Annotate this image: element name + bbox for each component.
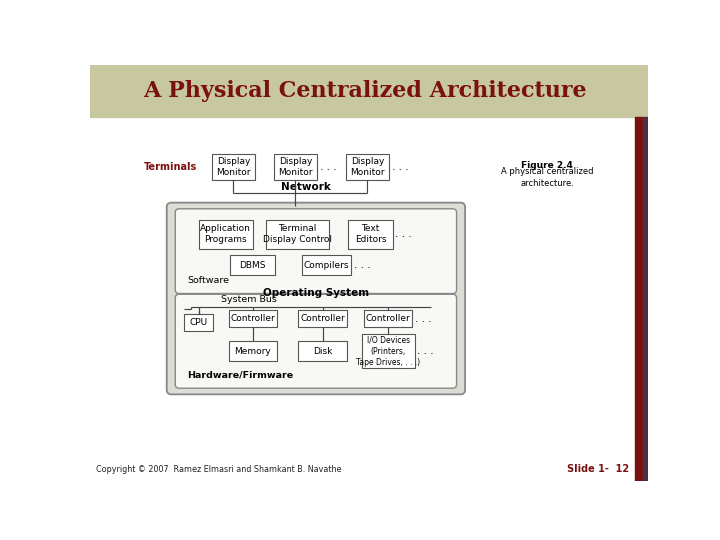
Text: Text
Editors: Text Editors	[355, 224, 387, 244]
FancyBboxPatch shape	[212, 154, 255, 180]
Text: System Bus: System Bus	[221, 294, 276, 303]
Bar	[90, 65, 648, 117]
Text: . . .: . . .	[395, 229, 412, 239]
Text: . . .: . . .	[415, 314, 431, 324]
FancyBboxPatch shape	[199, 220, 253, 249]
Text: I/O Devices
(Printers,
Tape Drives, . . .): I/O Devices (Printers, Tape Drives, . . …	[356, 336, 420, 367]
Text: . . .: . . .	[354, 260, 370, 270]
Text: Disk: Disk	[312, 347, 332, 356]
Text: Controller: Controller	[366, 314, 410, 323]
FancyBboxPatch shape	[175, 209, 456, 294]
FancyBboxPatch shape	[175, 294, 456, 388]
Text: Network: Network	[281, 182, 330, 192]
Text: Display
Monitor: Display Monitor	[278, 157, 312, 177]
Text: Software: Software	[187, 276, 229, 285]
FancyBboxPatch shape	[302, 255, 351, 275]
FancyBboxPatch shape	[362, 334, 415, 368]
Text: Display
Monitor: Display Monitor	[216, 157, 251, 177]
Bar	[644, 117, 648, 481]
Text: Display
Monitor: Display Monitor	[350, 157, 384, 177]
FancyBboxPatch shape	[299, 310, 346, 327]
Bar	[635, 117, 644, 481]
Text: Controller: Controller	[300, 314, 345, 323]
Text: . . .: . . .	[417, 346, 433, 356]
FancyBboxPatch shape	[184, 314, 213, 331]
Text: Controller: Controller	[230, 314, 275, 323]
Text: Application
Programs: Application Programs	[200, 224, 251, 244]
Text: DBMS: DBMS	[240, 260, 266, 269]
Text: Memory: Memory	[235, 347, 271, 356]
Text: Operating System: Operating System	[263, 288, 369, 298]
FancyBboxPatch shape	[230, 255, 275, 275]
Text: A Physical Centralized Architecture: A Physical Centralized Architecture	[143, 80, 587, 102]
Text: Slide 1-  12: Slide 1- 12	[567, 464, 629, 475]
Text: . . .: . . .	[392, 162, 409, 172]
Text: . . .: . . .	[320, 162, 337, 172]
FancyBboxPatch shape	[167, 202, 465, 394]
FancyBboxPatch shape	[364, 310, 413, 327]
FancyBboxPatch shape	[274, 154, 317, 180]
FancyBboxPatch shape	[346, 154, 389, 180]
Text: Copyright © 2007  Ramez Elmasri and Shamkant B. Navathe: Copyright © 2007 Ramez Elmasri and Shamk…	[96, 465, 342, 475]
Text: Figure 2.4: Figure 2.4	[521, 161, 573, 170]
Text: Hardware/Firmware: Hardware/Firmware	[187, 371, 293, 380]
FancyBboxPatch shape	[348, 220, 393, 249]
Text: Terminals: Terminals	[144, 162, 197, 172]
Text: Terminal
Display Control: Terminal Display Control	[264, 224, 332, 244]
Text: CPU: CPU	[189, 318, 207, 327]
FancyBboxPatch shape	[299, 341, 346, 361]
FancyBboxPatch shape	[229, 310, 276, 327]
FancyBboxPatch shape	[266, 220, 330, 249]
Text: Compilers: Compilers	[304, 260, 349, 269]
FancyBboxPatch shape	[229, 341, 276, 361]
Text: A physical centralized
architecture.: A physical centralized architecture.	[501, 167, 593, 188]
